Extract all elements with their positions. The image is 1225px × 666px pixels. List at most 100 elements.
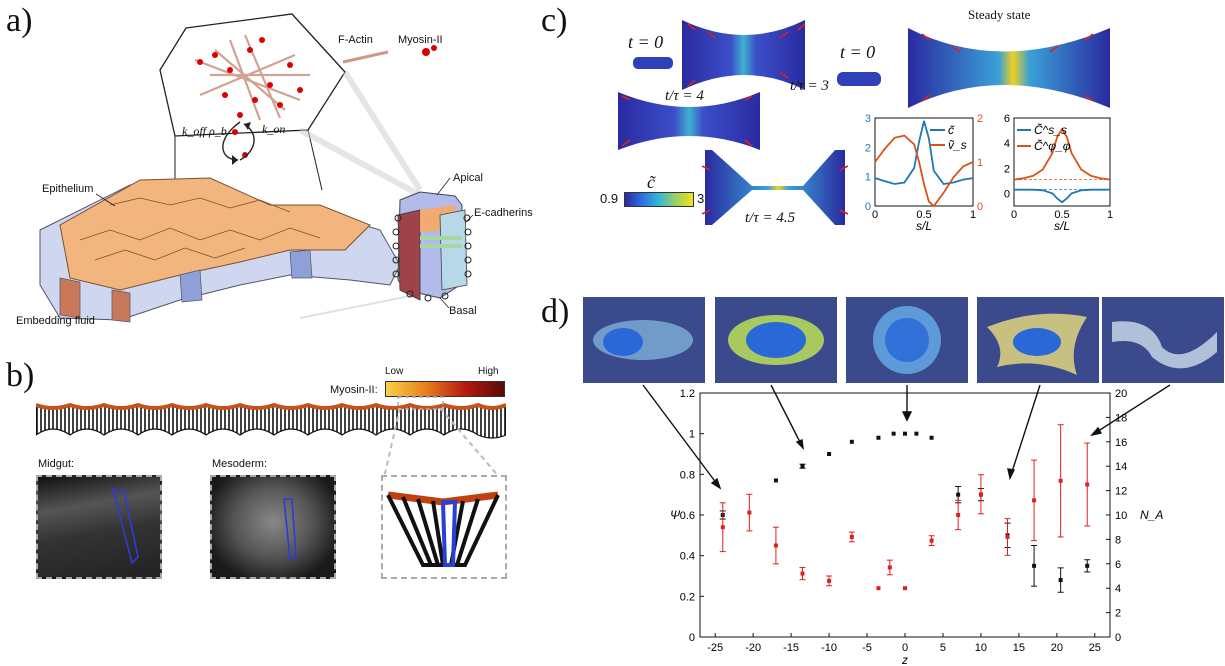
y-right-tick-label: 14 xyxy=(1115,461,1127,473)
y-right-tick-label: 18 xyxy=(1115,412,1127,424)
epithelium-sheet xyxy=(39,177,416,323)
x-tick-label: 0 xyxy=(1011,209,1017,221)
y-right-tick-label: 16 xyxy=(1115,437,1127,449)
data-point xyxy=(1032,563,1037,568)
panel-b-label: b) xyxy=(6,357,35,394)
y-right-tick-label: 4 xyxy=(1115,583,1121,595)
y-tick-label: 4 xyxy=(1004,138,1010,150)
shape-thumbnail-5 xyxy=(1102,297,1224,383)
shape-thumbnail-1 xyxy=(583,297,705,383)
rate-kon: k_on xyxy=(262,122,286,136)
label-basal: Basal xyxy=(449,305,477,317)
panel-a-label: a) xyxy=(6,2,33,39)
shape-thumbnail-3 xyxy=(846,297,968,383)
x-tick-label: 0.5 xyxy=(1054,209,1069,221)
plot-frame xyxy=(699,392,1111,638)
legend-myosin: Myosin-II xyxy=(398,34,443,46)
data-point xyxy=(849,534,854,539)
data-point xyxy=(800,464,805,469)
y-tick-label: 1 xyxy=(689,429,695,441)
x-tick-label: 10 xyxy=(975,642,987,654)
data-point xyxy=(956,492,961,497)
y-tick-label: 0 xyxy=(689,632,695,644)
data-point xyxy=(876,435,881,440)
x-tick-label: -10 xyxy=(821,642,837,654)
myosin-colorbar-high: High xyxy=(478,366,499,377)
plot-frame xyxy=(1013,117,1111,207)
plot-frame xyxy=(874,117,974,207)
data-point xyxy=(827,578,832,583)
x-tick-label: 1 xyxy=(1107,209,1113,221)
y-right-tick-label: 2 xyxy=(1115,608,1121,620)
y-left-tick-label: 3 xyxy=(865,113,871,125)
x-tick-label: 0 xyxy=(902,642,908,654)
series-line xyxy=(874,134,974,208)
y-right-tick-label: 0 xyxy=(1115,632,1121,644)
data-point xyxy=(929,435,934,440)
shape-thumbnail-4 xyxy=(977,297,1099,383)
data-point xyxy=(1032,498,1037,503)
x-tick-label: -20 xyxy=(745,642,761,654)
label-epithelium: Epithelium xyxy=(42,183,94,195)
y-right-tick-label: 0 xyxy=(977,201,983,213)
x-axis-label: s/L xyxy=(1054,219,1070,230)
data-point xyxy=(1058,478,1063,483)
data-point xyxy=(956,513,961,517)
x-tick-label: 15 xyxy=(1013,642,1025,654)
data-point xyxy=(747,510,752,515)
x-tick-label: -25 xyxy=(707,642,723,654)
y-tick-label: 0.8 xyxy=(680,469,695,481)
x-axis-label: z xyxy=(901,653,908,666)
single-cell xyxy=(392,191,472,302)
y-right-tick-label: 12 xyxy=(1115,486,1127,498)
data-point xyxy=(891,431,896,436)
data-point xyxy=(1085,482,1090,487)
y-tick-label: 0 xyxy=(1004,188,1010,200)
zoom-callout-lines xyxy=(383,408,501,479)
inset-midgut-label: Midgut: xyxy=(38,458,75,470)
y-left-tick-label: 0 xyxy=(865,201,871,213)
data-point xyxy=(800,571,805,576)
data-point xyxy=(1085,563,1090,568)
y-tick-label: 6 xyxy=(1004,113,1010,125)
data-point xyxy=(1005,534,1010,539)
panel-c-label: c) xyxy=(541,2,568,39)
y-right-tick-label: 1 xyxy=(977,157,983,169)
y-right-tick-label: 20 xyxy=(1115,388,1127,400)
data-point xyxy=(887,565,892,570)
x-tick-label: -15 xyxy=(783,642,799,654)
x-tick-label: 0 xyxy=(872,209,878,221)
time-t3: t/τ = 3 xyxy=(790,78,829,94)
legend-label: ṽ_s xyxy=(948,138,967,152)
y-tick-label: 0.4 xyxy=(680,551,695,563)
label-apical: Apical xyxy=(453,172,483,184)
x-tick-label: 0.5 xyxy=(916,209,931,221)
c-colorbar-min: 0.9 xyxy=(600,191,619,206)
y-right-axis-label: N_A xyxy=(1140,508,1163,522)
y-tick-label: 1.2 xyxy=(680,388,695,400)
myosin-colorbar-title: Myosin-II: xyxy=(330,384,378,396)
y-left-tick-label: 1 xyxy=(865,172,871,184)
y-right-tick-label: 10 xyxy=(1115,510,1127,522)
label-ecadherins: E-cadherins xyxy=(474,207,533,219)
steady-state-label: Steady state xyxy=(968,7,1031,22)
data-point xyxy=(720,525,725,530)
series-line xyxy=(1014,188,1110,204)
x-tick-label: 25 xyxy=(1089,642,1101,654)
y-axis-label: Ψ xyxy=(670,508,681,522)
x-tick-label: 5 xyxy=(940,642,946,654)
myosin-colorbar-low: Low xyxy=(385,366,404,377)
y-right-tick-label: 6 xyxy=(1115,559,1121,571)
tissue-wave xyxy=(36,396,506,439)
c-colorbar xyxy=(624,192,694,207)
legend-label: c̃ xyxy=(948,123,955,137)
series-line xyxy=(1013,127,1111,181)
y-left-tick-label: 2 xyxy=(865,142,871,154)
rate-koff: k_off ρ_b xyxy=(182,124,227,138)
x-tick-label: 20 xyxy=(1051,642,1063,654)
panel-a-illustration xyxy=(39,13,474,323)
y-tick-label: 2 xyxy=(1004,163,1010,175)
data-point xyxy=(903,431,907,436)
data-point xyxy=(773,543,778,548)
